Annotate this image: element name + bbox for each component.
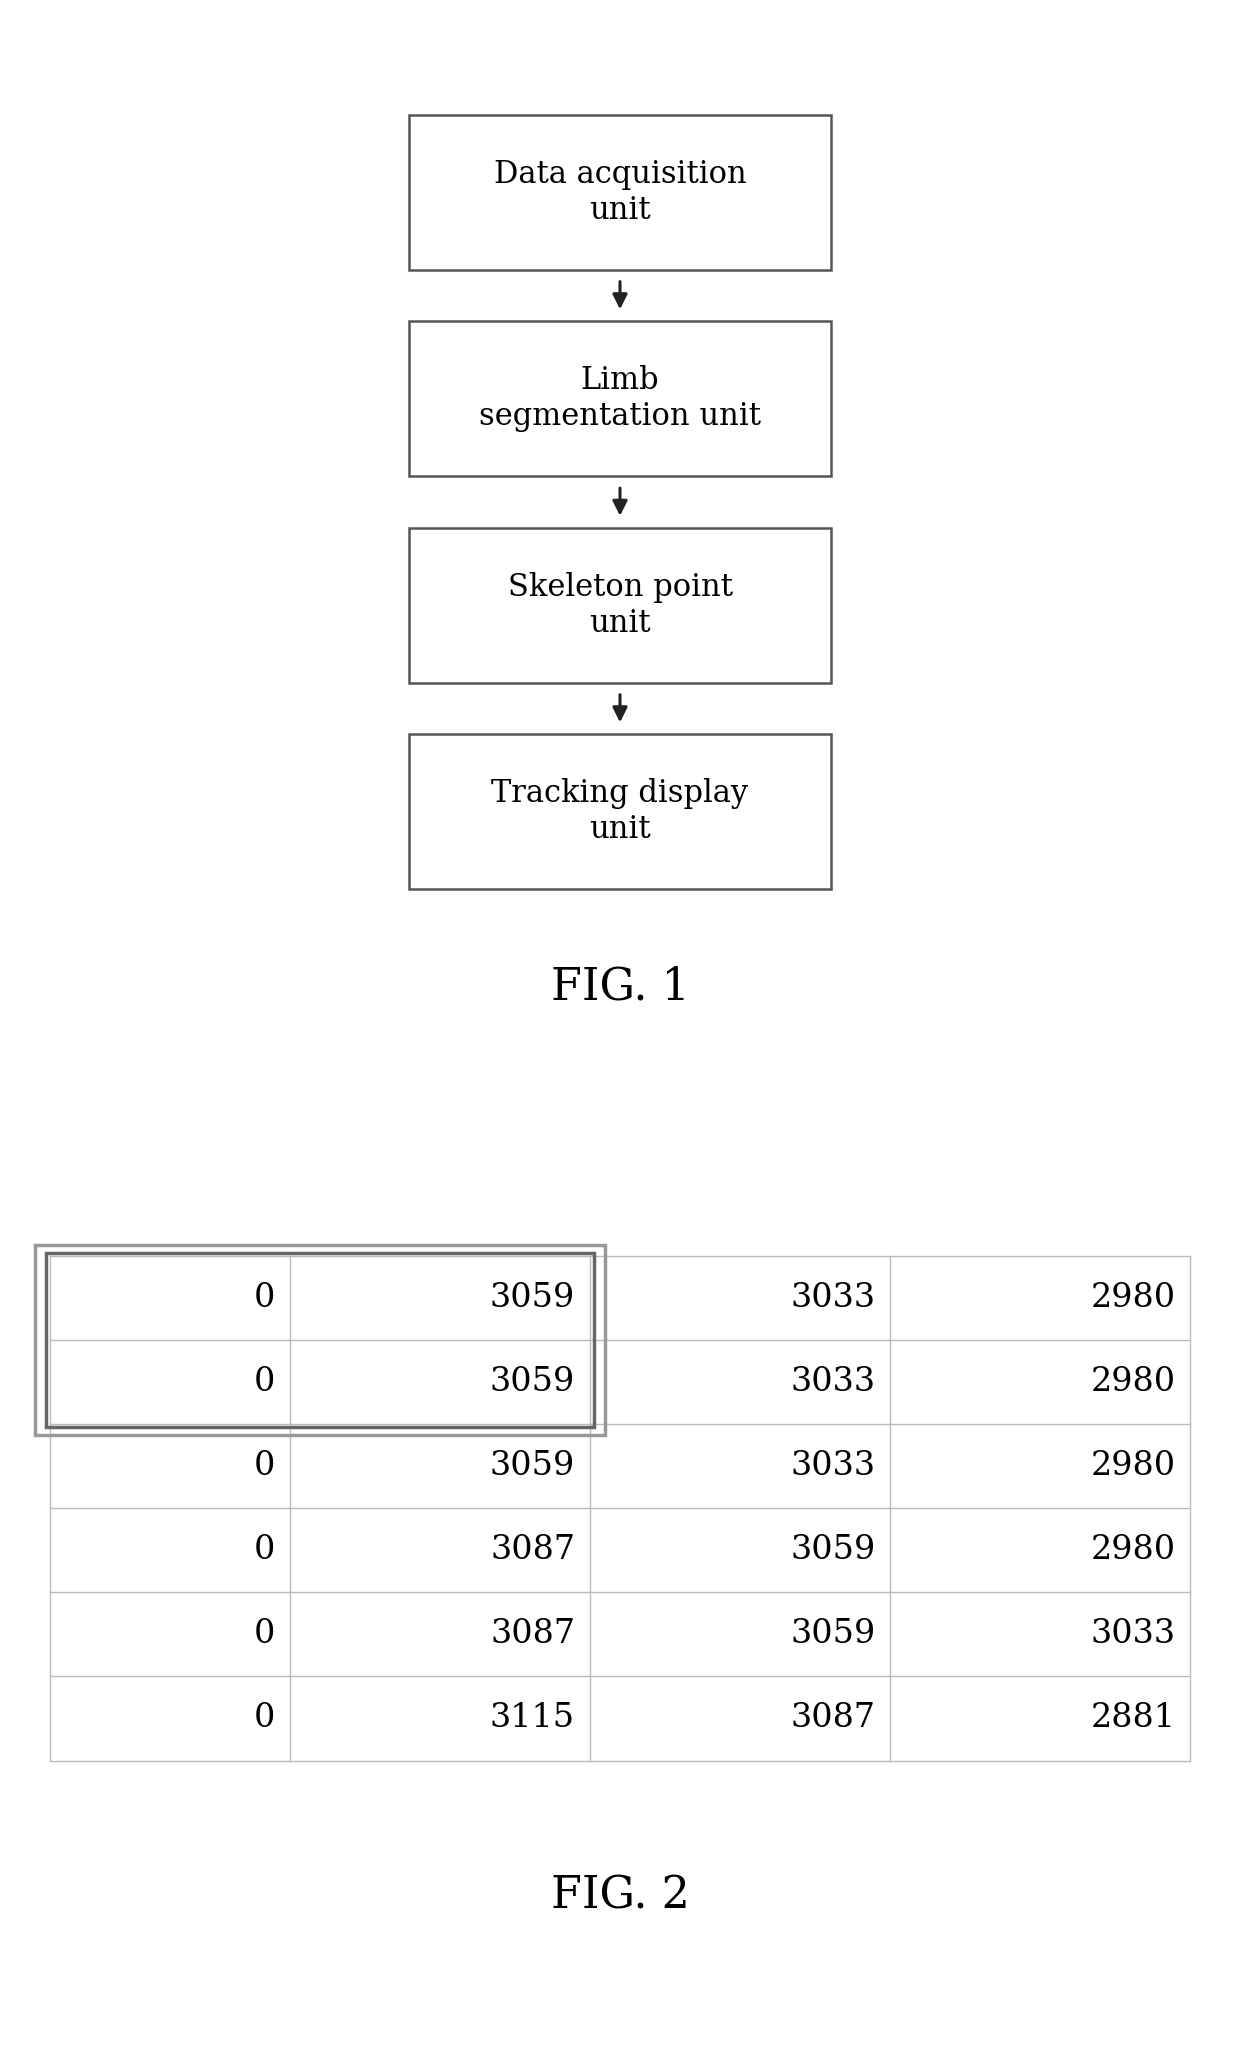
Text: 3087: 3087: [490, 1535, 575, 1565]
Text: 0: 0: [253, 1283, 275, 1313]
Bar: [35, 1246, 605, 1434]
Bar: [409, 734, 831, 889]
Text: 3059: 3059: [790, 1535, 875, 1565]
Text: FIG. 1: FIG. 1: [551, 965, 689, 1008]
Bar: [46, 1252, 594, 1426]
Text: 3033: 3033: [1090, 1619, 1176, 1649]
Text: 3087: 3087: [790, 1703, 875, 1733]
Text: 3059: 3059: [490, 1367, 575, 1397]
Text: 2980: 2980: [1090, 1535, 1176, 1565]
Text: 0: 0: [253, 1535, 275, 1565]
Text: 3059: 3059: [490, 1283, 575, 1313]
Text: 3059: 3059: [490, 1451, 575, 1481]
Text: 2881: 2881: [1090, 1703, 1176, 1733]
Text: 3087: 3087: [490, 1619, 575, 1649]
Text: Limb
segmentation unit: Limb segmentation unit: [479, 365, 761, 432]
Text: 0: 0: [253, 1451, 275, 1481]
Bar: [409, 115, 831, 270]
Bar: [409, 529, 831, 682]
Text: 0: 0: [253, 1367, 275, 1397]
Text: 0: 0: [253, 1619, 275, 1649]
Text: Skeleton point
unit: Skeleton point unit: [507, 572, 733, 639]
Text: Tracking display
unit: Tracking display unit: [491, 779, 749, 846]
Text: 3115: 3115: [490, 1703, 575, 1733]
Bar: [409, 322, 831, 475]
Text: Data acquisition
unit: Data acquisition unit: [494, 158, 746, 225]
Text: 3033: 3033: [790, 1451, 875, 1481]
Text: 3033: 3033: [790, 1283, 875, 1313]
Text: 3033: 3033: [790, 1367, 875, 1397]
Text: 3059: 3059: [790, 1619, 875, 1649]
Text: 2980: 2980: [1090, 1367, 1176, 1397]
Text: FIG. 2: FIG. 2: [551, 1875, 689, 1918]
Text: 0: 0: [253, 1703, 275, 1733]
Text: 2980: 2980: [1090, 1283, 1176, 1313]
Text: 2980: 2980: [1090, 1451, 1176, 1481]
